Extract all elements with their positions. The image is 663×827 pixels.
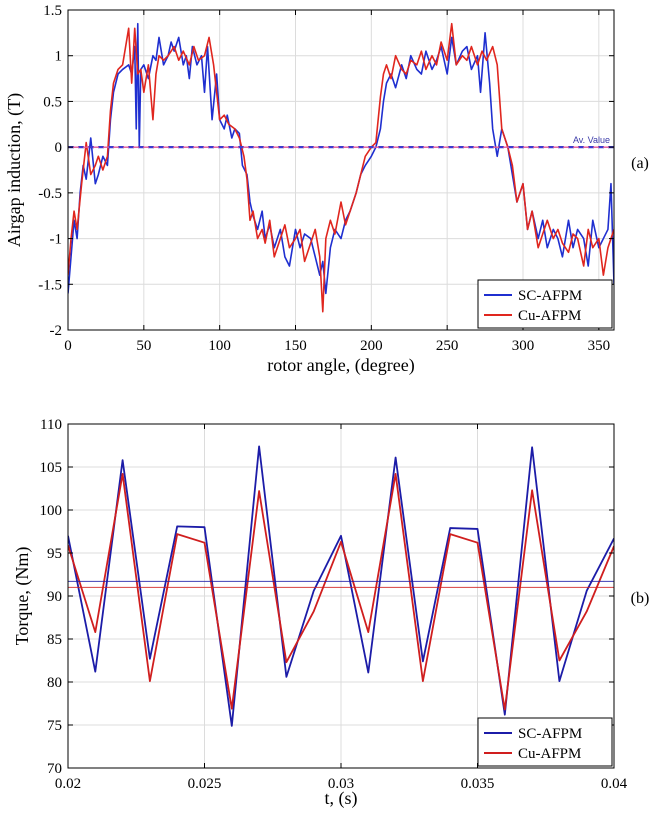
legend-entry: SC-AFPM	[518, 726, 582, 742]
panel-label: (b)	[631, 590, 650, 607]
y-axis-label: Airgap induction, (T)	[4, 93, 25, 247]
x-tick-label: 350	[588, 338, 611, 354]
x-tick-label: 100	[208, 338, 231, 354]
x-tick-label: 0	[64, 338, 72, 354]
y-tick-label: -0.5	[38, 186, 62, 202]
series-line-cu-afpm	[68, 472, 614, 711]
series-line-sc-afpm	[68, 22, 614, 295]
y-tick-label: 1.5	[43, 3, 62, 19]
y-tick-label: 110	[40, 417, 62, 433]
chart-panel-a: Av. Value 0 50 100 150 200 250 300 350 -2 -1.5 -1 -0…	[4, 3, 649, 376]
x-tick-label: 0.04	[601, 776, 628, 792]
x-tick-label: 300	[512, 338, 535, 354]
series-line-sc-afpm	[68, 445, 614, 727]
chart-panel-b: 0.02 0.025 0.03 0.035 0.04 70 75 80 85 90 95 100 105…	[12, 417, 649, 809]
legend: SC-AFPM Cu-AFPM	[477, 717, 613, 767]
x-tick-label: 0.035	[461, 776, 495, 792]
panel-label: (a)	[631, 155, 649, 172]
series-line-cu-afpm	[68, 22, 614, 313]
legend: SC-AFPM Cu-AFPM	[477, 279, 613, 329]
y-tick-label: 105	[40, 460, 63, 476]
y-tick-label: -1	[50, 232, 63, 248]
x-axis-label: rotor angle, (degree)	[267, 355, 414, 376]
y-tick-label: 80	[47, 675, 62, 691]
y-tick-label: 1	[55, 49, 63, 65]
legend-box	[477, 279, 613, 329]
x-tick-label: 0.02	[55, 776, 81, 792]
y-tick-label: -1.5	[38, 277, 62, 293]
legend-entry: Cu-AFPM	[518, 308, 581, 324]
x-tick-label: 150	[284, 338, 307, 354]
y-tick-label: 75	[47, 718, 62, 734]
x-tick-label: 50	[136, 338, 151, 354]
y-tick-label: 70	[47, 761, 62, 777]
legend-entry: SC-AFPM	[518, 288, 582, 304]
x-tick-label: 250	[436, 338, 459, 354]
x-tick-label: 0.03	[328, 776, 354, 792]
y-axis-label: Torque, (Nm)	[12, 547, 33, 646]
y-tick-label: 90	[47, 589, 62, 605]
x-tick-label: 200	[360, 338, 383, 354]
y-tick-label: 0.5	[43, 94, 62, 110]
legend-entry: Cu-AFPM	[518, 746, 581, 762]
x-axis-label: t, (s)	[325, 788, 358, 809]
x-tick-label: 0.025	[188, 776, 222, 792]
y-tick-label: 0	[55, 140, 63, 156]
y-tick-label: -2	[50, 323, 63, 339]
annotation-label: Av. Value	[573, 135, 610, 145]
y-tick-label: 100	[40, 503, 63, 519]
y-tick-label: 95	[47, 546, 62, 562]
legend-box	[477, 717, 613, 767]
y-tick-label: 85	[47, 632, 62, 648]
axes-frame	[67, 9, 615, 331]
